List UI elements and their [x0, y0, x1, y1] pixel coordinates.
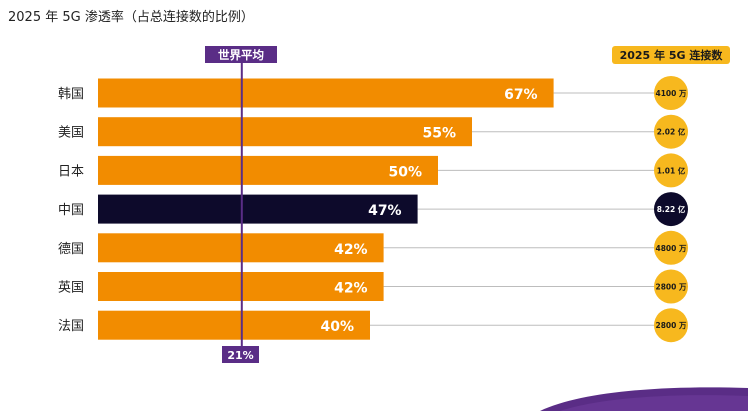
connections-bubble — [654, 308, 688, 343]
data-label: 47% — [368, 203, 402, 219]
category-label: 英国 — [58, 281, 84, 296]
data-label: 40% — [320, 319, 354, 335]
data-label: 55% — [422, 126, 456, 142]
data-label: 50% — [388, 164, 422, 180]
category-label: 德国 — [58, 242, 84, 257]
data-label: 42% — [334, 242, 368, 258]
connections-label: 4100 万 — [656, 89, 687, 98]
decorative-swoosh — [560, 395, 748, 411]
data-label: 42% — [334, 281, 368, 297]
average-label: 世界平均 — [218, 48, 264, 62]
bar — [98, 310, 370, 340]
category-label: 法国 — [58, 319, 84, 334]
bar — [98, 78, 554, 108]
average-value: 21% — [227, 349, 253, 362]
bar — [98, 194, 418, 224]
connections-bubble — [654, 230, 688, 265]
average-value-box — [222, 346, 259, 363]
average-label-box — [205, 46, 277, 63]
connections-label: 2.02 亿 — [657, 127, 686, 137]
connections-bubble — [654, 76, 688, 110]
connections-label: 4800 万 — [656, 244, 687, 253]
category-label: 中国 — [58, 203, 84, 218]
connections-bubble — [654, 269, 688, 304]
connections-label: 8.22 亿 — [657, 204, 686, 214]
data-label: 67% — [504, 87, 538, 103]
category-label: 美国 — [58, 126, 84, 141]
connections-label: 1.01 亿 — [657, 165, 686, 175]
category-label: 日本 — [58, 164, 84, 179]
chart-title: 2025 年 5G 渗透率（占总连接数的比例） — [8, 10, 254, 25]
connections-bubble — [654, 192, 688, 227]
category-label: 韩国 — [58, 87, 84, 102]
connections-header-box — [612, 46, 730, 64]
connections-label: 2800 万 — [656, 321, 687, 330]
connections-bubble — [654, 114, 688, 149]
connections-label: 2800 万 — [656, 283, 687, 292]
bar — [98, 117, 472, 147]
connections-bubble — [654, 153, 688, 188]
bar — [98, 155, 438, 185]
connections-header: 2025 年 5G 连接数 — [620, 48, 724, 62]
